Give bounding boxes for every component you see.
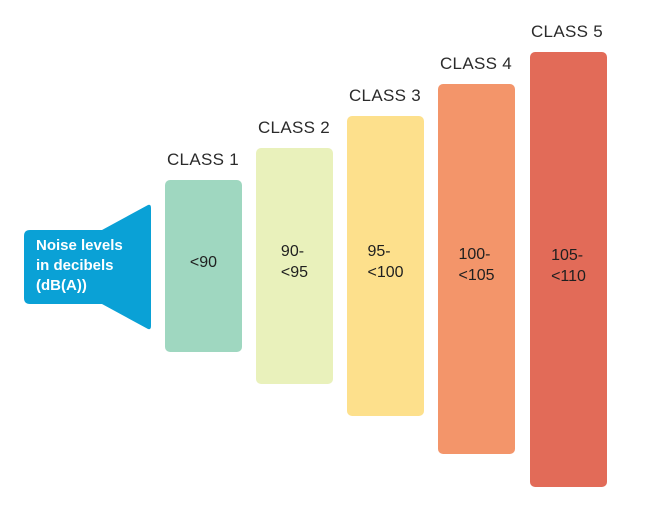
class-3-bar: 95- <100 xyxy=(347,116,424,416)
class-4-range: 100- <105 xyxy=(458,246,495,284)
class-1-bar: <90 xyxy=(165,180,242,352)
class-1-title: CLASS 1 xyxy=(166,150,240,169)
class-4-bar: 100- <105 xyxy=(438,84,515,454)
class-5-range: 105- <110 xyxy=(551,246,586,285)
speaker-label: Noise levels in decibels (dB(A)) xyxy=(36,237,123,294)
class-3-title: CLASS 3 xyxy=(348,86,422,105)
class-4-title: CLASS 4 xyxy=(439,54,513,73)
class-5-title: CLASS 5 xyxy=(530,22,604,41)
speaker-icon xyxy=(24,204,151,330)
speaker-body xyxy=(24,204,151,330)
class-2-title: CLASS 2 xyxy=(257,118,331,137)
class-5-bar: 105- <110 xyxy=(530,52,607,487)
class-1-range: <90 xyxy=(189,253,218,271)
class-3-range: 95- <100 xyxy=(367,243,404,281)
class-2-range: 90- <95 xyxy=(280,243,309,281)
speaker-shape: Noise levels in decibels (dB(A)) xyxy=(24,204,152,330)
class-2-bar: 90- <95 xyxy=(256,148,333,384)
